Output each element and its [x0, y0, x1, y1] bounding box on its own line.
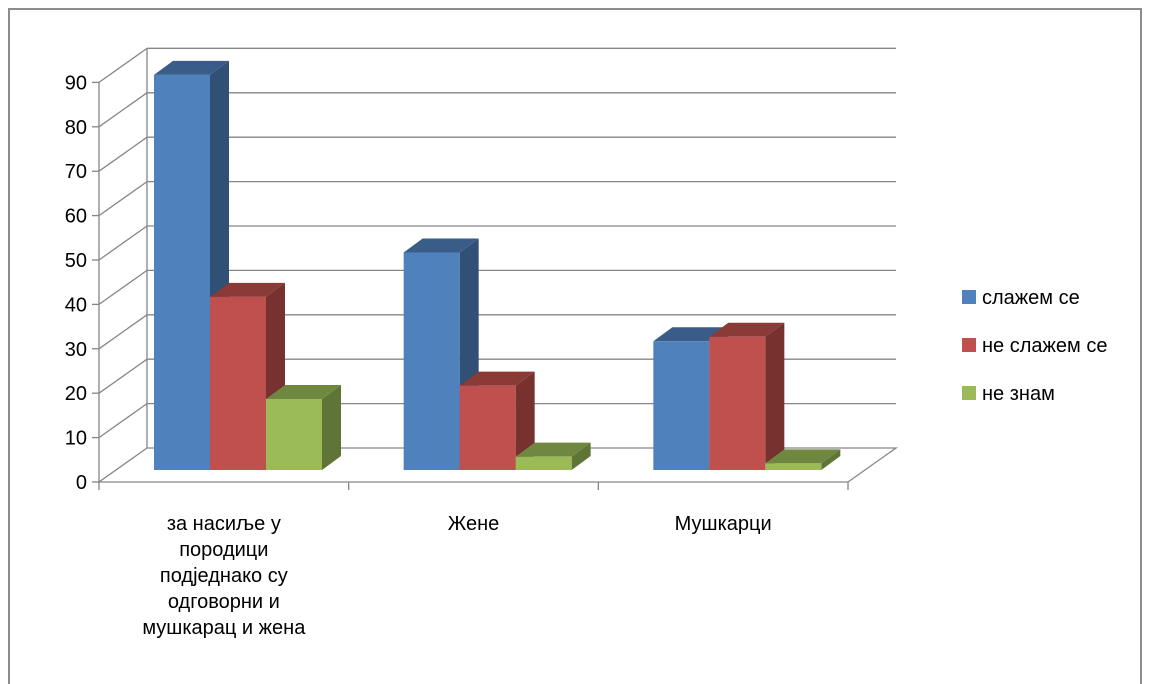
x-category-label-line: породици — [179, 539, 268, 561]
bar-front — [154, 74, 210, 470]
gridline-diag — [98, 403, 148, 439]
bar-side — [571, 442, 591, 470]
gridline-diag — [98, 358, 148, 394]
bars — [154, 60, 841, 471]
y-tick-label: 70 — [65, 161, 87, 183]
legend-label: слажем се — [982, 287, 1080, 309]
bar — [515, 442, 591, 470]
x-category-label: Жене — [448, 513, 500, 535]
category-labels: за насиље у породици подједнако су одговорн… — [142, 513, 771, 639]
legend-label: не слажем се — [982, 335, 1107, 357]
bar — [266, 384, 341, 470]
chart-frame — [8, 8, 1142, 684]
bar-top — [765, 449, 841, 464]
gridline-diag — [98, 47, 148, 83]
gridline-diag — [98, 225, 148, 261]
bar — [154, 60, 229, 471]
y-tick-label: 50 — [65, 250, 87, 272]
legend-swatch — [962, 290, 976, 304]
bar-top — [403, 238, 479, 253]
bar-top — [459, 371, 535, 386]
y-tick-label: 80 — [65, 117, 87, 139]
y-tick-label: 0 — [76, 472, 87, 494]
x-category-label: Мушкарци — [675, 513, 772, 535]
y-tick-label: 40 — [65, 294, 87, 316]
gridline-diag — [98, 92, 148, 128]
y-tick-label: 90 — [65, 72, 87, 94]
bar-side — [765, 322, 785, 470]
x-category-label-line: подједнако су — [160, 565, 288, 587]
bar-side — [821, 449, 841, 470]
x-category-label-line: Жене — [448, 513, 500, 535]
gridline-diag — [98, 136, 148, 172]
bar-top — [515, 442, 591, 457]
gridline-diag — [98, 181, 148, 217]
bar-side — [322, 384, 341, 470]
bar-front — [459, 385, 516, 470]
y-tick-label: 20 — [65, 383, 87, 405]
bar-side — [515, 371, 535, 470]
bar — [765, 449, 841, 470]
x-category-label-line: Мушкарци — [675, 513, 772, 535]
bar-front — [515, 456, 572, 470]
bar — [709, 322, 785, 470]
bar-front — [653, 341, 710, 470]
legend-label: не знам — [982, 383, 1055, 405]
axes — [92, 81, 849, 490]
bar-top — [266, 384, 341, 399]
bar-front — [709, 336, 766, 470]
legend-swatch — [962, 386, 976, 400]
x-category-label: за насиље у породици подједнако су одговорн… — [142, 513, 306, 639]
bar-top — [709, 322, 785, 337]
bar-front — [210, 296, 266, 470]
gridline-diag — [98, 314, 148, 350]
legend-swatch — [962, 338, 976, 352]
y-tick-label: 10 — [65, 428, 87, 450]
x-category-label-line: за насиље у — [167, 513, 281, 535]
bar-front — [403, 252, 460, 470]
x-category-label-line: мушкарац и жена — [142, 617, 306, 639]
y-tick-labels: 0 10 20 30 40 50 60 70 80 90 — [65, 72, 87, 494]
bar — [459, 371, 535, 470]
bar-front — [266, 398, 322, 470]
bar-top — [210, 282, 285, 297]
y-tick-label: 30 — [65, 339, 87, 361]
y-tick-label: 60 — [65, 206, 87, 228]
x-category-label-line: одговорни и — [168, 591, 280, 613]
bar — [403, 238, 479, 470]
bar-front — [765, 463, 822, 470]
gridline-diag — [98, 269, 148, 305]
bar-top — [154, 60, 229, 75]
legend: слажем се не слажем се не знам — [962, 287, 1107, 405]
